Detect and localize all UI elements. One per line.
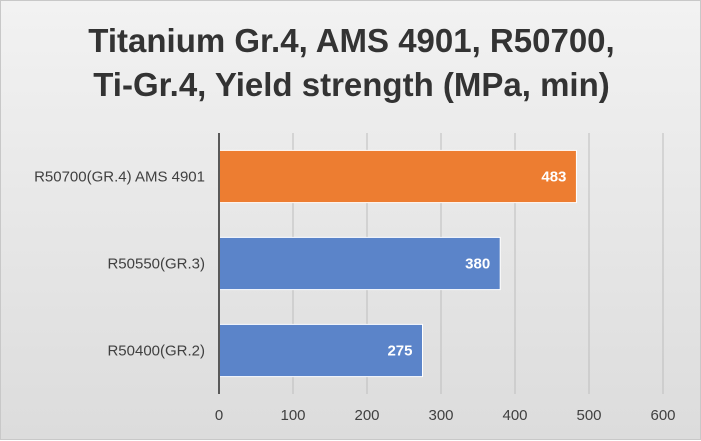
chart-title-line-1: Titanium Gr.4, AMS 4901, R50700, [88, 22, 615, 59]
chart-title: Titanium Gr.4, AMS 4901, R50700, Ti-Gr.4… [1, 19, 701, 107]
x-tick-label: 600 [650, 407, 675, 424]
bar [218, 149, 577, 204]
x-tick-label: 0 [215, 407, 223, 424]
x-tick-label: 400 [502, 407, 527, 424]
x-tick-label: 100 [280, 407, 305, 424]
bar [218, 236, 501, 291]
data-label: 380 [465, 256, 490, 273]
x-tick-label: 200 [354, 407, 379, 424]
x-tick-label: 500 [576, 407, 601, 424]
x-tick-label: 300 [428, 407, 453, 424]
category-label: R50400(GR.2) [107, 343, 205, 360]
category-label: R50700(GR.4) AMS 4901 [34, 169, 205, 186]
chart-title-line-2: Ti-Gr.4, Yield strength (MPa, min) [93, 66, 610, 103]
data-label: 275 [387, 343, 412, 360]
category-label: R50550(GR.3) [107, 256, 205, 273]
data-label: 483 [541, 169, 566, 186]
bar [218, 323, 423, 378]
